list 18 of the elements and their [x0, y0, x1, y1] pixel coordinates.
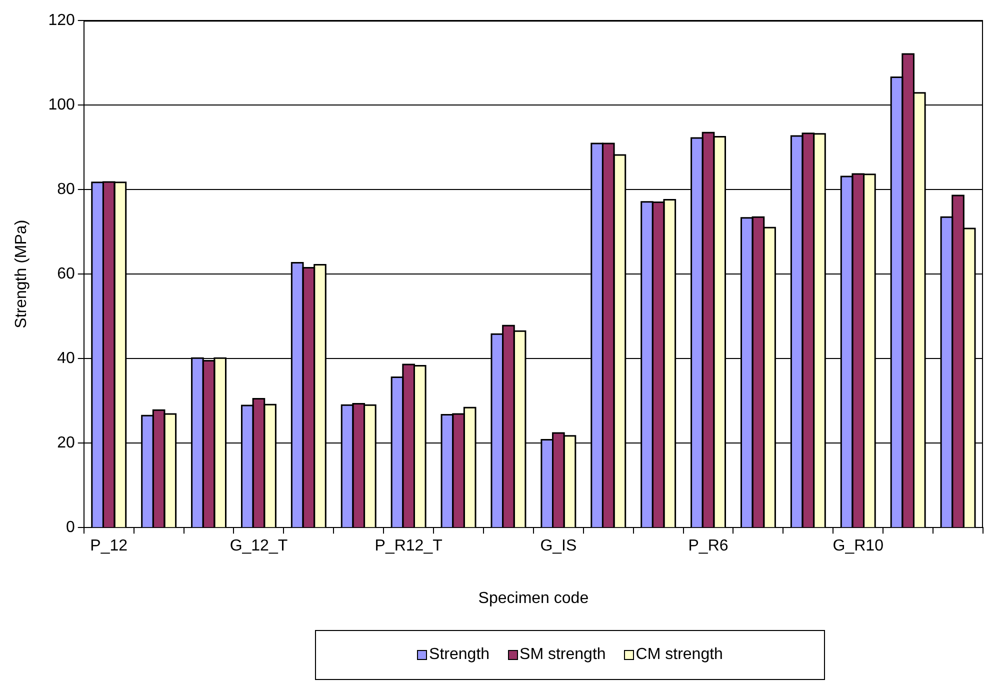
- y-tick-label: 60: [57, 266, 75, 283]
- y-tick-label: 20: [57, 434, 75, 452]
- y-axis-title: Strength (MPa): [13, 220, 30, 328]
- legend-label: CM strength: [636, 646, 723, 664]
- y-tick-label: 100: [48, 96, 75, 114]
- x-tick-label: G_R10: [832, 538, 884, 555]
- x-tick-label: P_R6: [688, 538, 728, 555]
- x-tick-label: G_IS: [540, 538, 577, 555]
- y-tick-label: 0: [66, 519, 75, 536]
- x-tick-label: G_12_T: [230, 538, 288, 555]
- x-tick-label: P_12: [90, 538, 128, 555]
- y-tick-label: 40: [57, 350, 75, 368]
- legend-label: SM strength: [520, 646, 606, 664]
- y-tick-label: 80: [57, 181, 75, 198]
- x-axis-title: Specimen code: [478, 590, 589, 607]
- legend-label: Strength: [429, 646, 490, 664]
- y-tick-label: 120: [48, 12, 75, 30]
- x-tick-label: P_R12_T: [374, 538, 443, 555]
